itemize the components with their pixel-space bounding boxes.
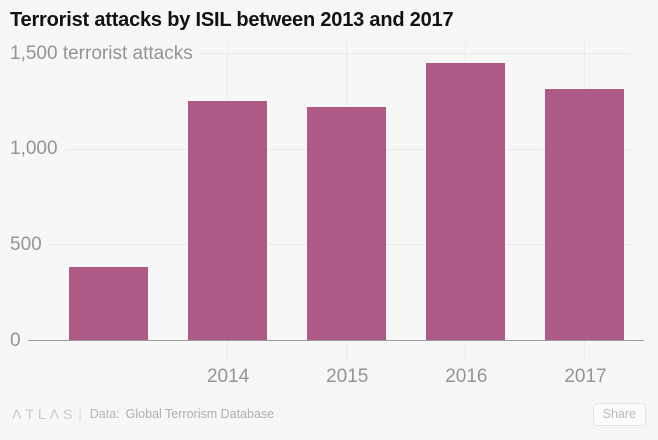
atlas-logo: ΛTLΛS: [12, 406, 77, 422]
data-source-label: Data:: [89, 407, 120, 421]
bar-2013[interactable]: [68, 267, 148, 340]
footer-separator: |: [78, 406, 82, 422]
bar-2017[interactable]: [545, 89, 624, 340]
y-tick-label-0: 0: [10, 329, 28, 352]
y-tick-label-1500: 1,500 terrorist attacks: [10, 42, 200, 65]
share-button[interactable]: Share: [592, 402, 646, 426]
x-tick-label-2015: 2015: [326, 366, 369, 387]
x-axis-line: [12, 340, 644, 341]
bar-2015[interactable]: [306, 106, 386, 340]
y-tick-label-1000: 1,000: [10, 138, 65, 161]
x-tick-label-2014: 2014: [206, 366, 250, 387]
footer: ΛTLΛS | Data: Global Terrorism Database …: [12, 402, 646, 426]
data-source-name: Global Terrorism Database: [125, 407, 275, 421]
x-tick-label-2017: 2017: [564, 366, 607, 387]
x-tick-label-2016: 2016: [445, 366, 488, 387]
bar-2014[interactable]: [187, 100, 267, 340]
bar-2016[interactable]: [425, 62, 505, 340]
chart-title: Terrorist attacks by ISIL between 2013 a…: [10, 9, 454, 31]
horizontal-gridline-1500: [12, 53, 630, 54]
y-tick-label-500: 500: [10, 233, 49, 256]
